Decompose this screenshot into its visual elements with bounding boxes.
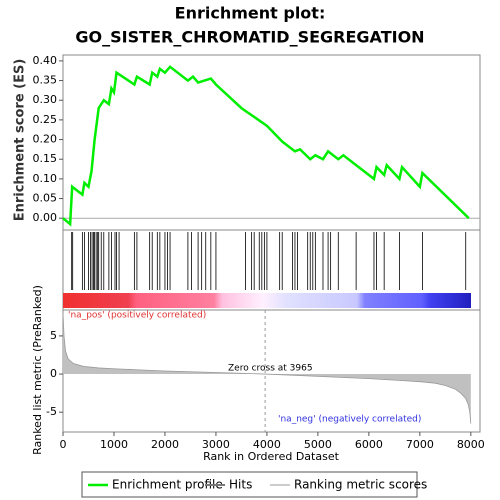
chart-subtitle: GO_SISTER_CHROMATID_SEGREGATION	[75, 28, 424, 47]
x-tick-label: 4000	[253, 438, 281, 451]
y2-tick-label: 0	[50, 367, 57, 380]
es-line	[62, 65, 470, 227]
color-bar	[63, 293, 471, 308]
y-tick-label: 0.10	[33, 172, 58, 185]
legend-label: Ranking metric scores	[294, 478, 427, 492]
legend-label: Hits	[229, 478, 252, 492]
y-tick-label: 0.30	[33, 93, 58, 106]
legend-label: Enrichment profile	[112, 478, 223, 492]
legend	[81, 471, 418, 498]
y-tick-label: 0.35	[33, 74, 58, 87]
y2-tick-label: -5	[46, 405, 57, 418]
chart-title: Enrichment plot:	[175, 4, 326, 23]
y-tick-label: 0.20	[33, 133, 58, 146]
x-tick-label: 0	[60, 438, 67, 451]
y2-axis-label: Ranked list metric (PreRanked)	[31, 285, 44, 455]
y-axis-label: Enrichment score (ES)	[13, 59, 28, 222]
y-tick-label: 0.15	[33, 152, 58, 165]
x-tick-label: 3000	[202, 438, 230, 451]
annotation: 'na_neg' (negatively correlated)	[278, 415, 421, 425]
y-tick-label: 0.05	[33, 192, 58, 205]
x-tick-label: 1000	[100, 438, 128, 451]
y2-tick-label: 5	[50, 329, 57, 342]
y-tick-label: 0.00	[33, 211, 58, 224]
x-tick-label: 8000	[457, 438, 485, 451]
annotation: Zero cross at 3965	[228, 364, 313, 374]
x-axis-label: Rank in Ordered Dataset	[203, 450, 340, 463]
y-tick-label: 0.40	[33, 54, 58, 67]
es-panel	[62, 54, 481, 231]
x-tick-label: 2000	[151, 438, 179, 451]
x-tick-label: 6000	[355, 438, 383, 451]
x-tick-label: 5000	[304, 438, 332, 451]
annotation: 'na_pos' (positively correlated)	[68, 311, 206, 321]
y-tick-label: 0.25	[33, 113, 58, 126]
x-tick-label: 7000	[406, 438, 434, 451]
metric-line	[62, 313, 472, 424]
